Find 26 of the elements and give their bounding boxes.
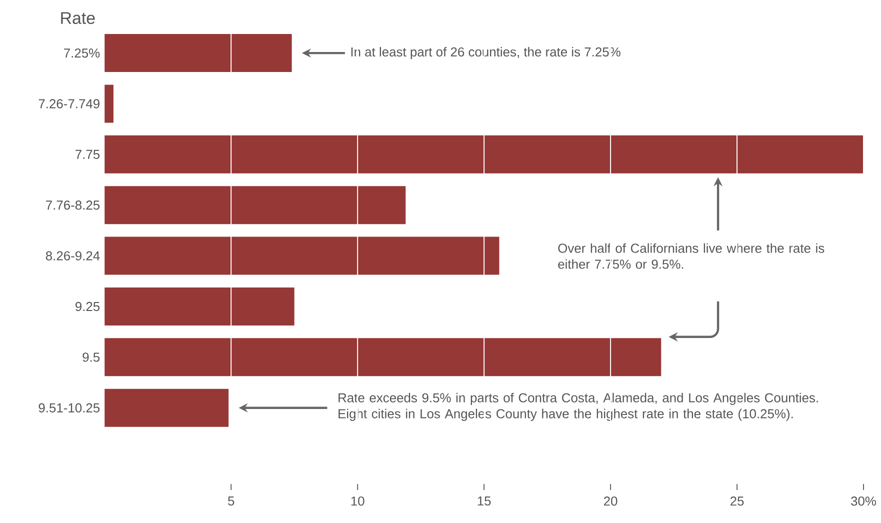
y-tick-label: 7.76-8.25: [46, 200, 100, 210]
x-tick-label: 20: [604, 496, 618, 506]
x-tick-label: 10: [351, 496, 364, 506]
bar: [104, 338, 662, 376]
bar: [104, 135, 864, 174]
x-tick-label: 30%: [851, 496, 876, 506]
bar: [104, 186, 406, 224]
x-tick-label: 25: [730, 496, 744, 506]
y-tick-label: 7.75: [76, 150, 100, 159]
bar: [104, 388, 229, 427]
bar: [104, 236, 500, 275]
bar: [104, 287, 294, 326]
y-tick-label: 9.51-10.25: [38, 403, 100, 412]
y-axis-title: Rate: [61, 12, 95, 24]
bar: [104, 34, 292, 72]
annotation: Over half of Californians live where the rate is either 7.75% or 9.5%.: [558, 243, 824, 269]
x-tick-label: 5: [228, 496, 234, 506]
y-tick-label: 9.5: [82, 352, 100, 362]
y-tick-label: 9.25: [75, 302, 100, 312]
y-tick-label: 7.25%: [64, 48, 100, 58]
y-tick-label: 7.26-7.749: [38, 99, 100, 108]
bar: [104, 84, 114, 123]
annotation: Rate exceeds 9.5% in parts of Contra Costa, Alameda, and Los Angeles Counties. Eight cities in Los Angeles County have the highest rate in the state (10.25%).: [338, 392, 818, 421]
x-tick-label: 15: [478, 496, 491, 506]
annotation: In at least part of 26 counties, the rate is 7.25%: [351, 47, 620, 60]
y-tick-label: 8.26-9.24: [46, 251, 100, 260]
